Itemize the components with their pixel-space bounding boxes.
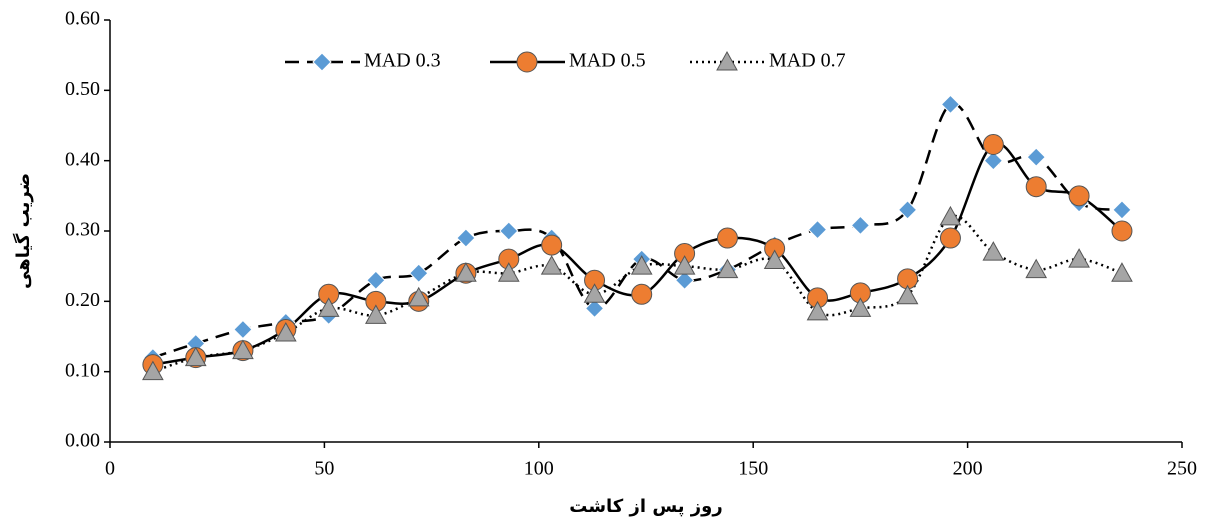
x-tick-label: 200 bbox=[953, 458, 983, 480]
data-point bbox=[896, 284, 919, 305]
data-point bbox=[456, 228, 476, 248]
y-tick-label: 0.10 bbox=[65, 359, 100, 381]
y-tick-label: 0.60 bbox=[65, 8, 100, 30]
data-point bbox=[939, 205, 962, 226]
data-point bbox=[982, 133, 1004, 155]
data-point bbox=[674, 270, 695, 290]
data-point bbox=[233, 319, 253, 340]
data-point bbox=[897, 200, 918, 220]
legend-label: MAD 0.5 bbox=[569, 50, 646, 72]
legend-marker bbox=[516, 51, 538, 73]
data-point bbox=[184, 346, 207, 367]
data-point bbox=[541, 234, 563, 256]
data-point bbox=[409, 263, 429, 283]
data-point bbox=[1025, 176, 1047, 198]
data-point bbox=[317, 297, 340, 317]
data-point bbox=[1111, 220, 1133, 242]
y-tick-label: 0.40 bbox=[65, 148, 100, 170]
data-point bbox=[366, 270, 386, 290]
data-point bbox=[1111, 262, 1133, 282]
x-tick-label: 250 bbox=[1167, 458, 1197, 480]
data-point bbox=[1026, 147, 1046, 167]
data-point bbox=[983, 150, 1004, 171]
data-point bbox=[716, 227, 738, 249]
x-tick-label: 50 bbox=[314, 458, 334, 480]
data-point bbox=[850, 215, 871, 236]
y-axis-label: ضریب گیاهی bbox=[12, 173, 34, 289]
data-point bbox=[630, 255, 653, 275]
data-point bbox=[455, 262, 477, 282]
x-tick-label: 100 bbox=[524, 458, 554, 480]
data-point bbox=[716, 258, 739, 279]
data-point bbox=[673, 255, 696, 275]
x-tick-label: 0 bbox=[105, 458, 115, 480]
x-axis-label: روز پس از کاشت bbox=[569, 496, 722, 517]
data-point bbox=[1068, 248, 1090, 268]
y-tick-label: 0.00 bbox=[65, 430, 100, 452]
data-point bbox=[849, 297, 872, 317]
legend-marker bbox=[716, 50, 738, 71]
data-point bbox=[583, 283, 606, 303]
data-point bbox=[631, 283, 653, 305]
data-point bbox=[940, 94, 961, 115]
data-point bbox=[763, 249, 786, 270]
data-point bbox=[232, 339, 254, 360]
legend-label: MAD 0.7 bbox=[769, 50, 846, 72]
y-tick-label: 0.20 bbox=[65, 289, 100, 311]
legend-marker bbox=[312, 52, 332, 72]
data-point bbox=[806, 300, 829, 321]
y-tick-label: 0.30 bbox=[65, 219, 100, 241]
data-point bbox=[807, 219, 828, 240]
data-point bbox=[365, 304, 387, 324]
data-point bbox=[274, 321, 297, 342]
data-point bbox=[407, 286, 430, 307]
data-point bbox=[982, 241, 1005, 261]
data-point bbox=[499, 221, 519, 241]
data-point bbox=[540, 255, 563, 275]
data-point bbox=[939, 227, 961, 249]
data-point bbox=[497, 262, 520, 282]
x-tick-label: 150 bbox=[738, 458, 768, 480]
y-tick-label: 0.50 bbox=[65, 78, 100, 100]
legend-label: MAD 0.3 bbox=[364, 50, 441, 72]
data-point bbox=[584, 298, 605, 319]
data-point bbox=[142, 360, 164, 381]
data-point bbox=[1112, 200, 1132, 220]
data-point bbox=[1025, 258, 1048, 279]
data-point bbox=[1068, 185, 1090, 207]
